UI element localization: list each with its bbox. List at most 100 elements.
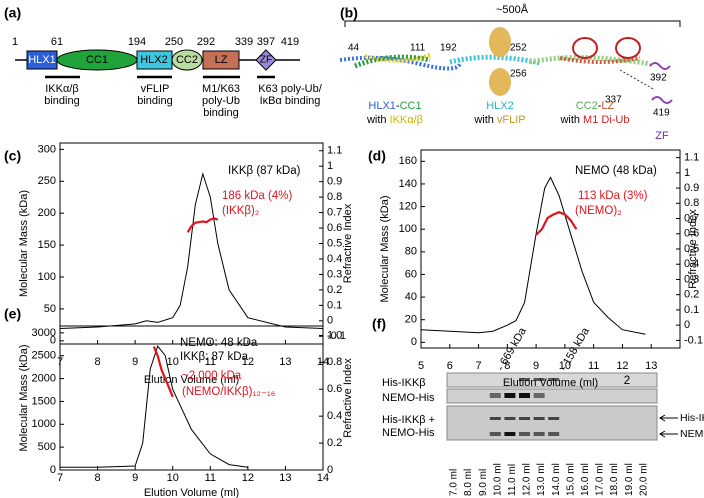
y2-tick-label: 0.3 [327, 268, 342, 280]
zf [649, 62, 673, 104]
y2-tick-label: 0.1 [684, 304, 699, 316]
residue: 337 [605, 95, 622, 106]
y-tick-label: 0 [50, 464, 56, 476]
lane-label: 9.0 ml [478, 469, 489, 496]
x-tick-label: 11 [205, 356, 216, 368]
lane-label: 20.0 ml [638, 463, 649, 496]
length-label: ~500Å [496, 3, 529, 16]
x-tick-label: 10 [167, 472, 179, 484]
band [504, 393, 516, 398]
y-tick-label: 100 [399, 223, 417, 235]
residue: 111 [410, 43, 426, 54]
structure-label: with IKKα/β [366, 114, 423, 126]
y2-tick-label: 1.0 [327, 329, 342, 341]
label-part: M1 Di-Ub [583, 114, 629, 126]
y2-tick-label: -0.1 [684, 334, 703, 346]
row-label: NEMO-His [382, 427, 435, 439]
residue: 44 [348, 43, 360, 54]
annotation: ~2,000 kDa [182, 370, 242, 382]
y-tick-label: 50 [44, 303, 56, 315]
structure-label: CC2-LZ [576, 100, 615, 112]
ri-line [59, 172, 324, 329]
helix [339, 55, 462, 71]
y2-axis-label: Refractive Index [342, 203, 354, 283]
residue: 392 [650, 73, 667, 84]
x-tick-label: 5 [418, 360, 424, 372]
y2-tick-label: 0.5 [684, 243, 699, 255]
helix [529, 54, 651, 67]
y2-tick-label: 0 [684, 319, 690, 331]
band [504, 417, 516, 420]
lane-label: 14.0 ml [551, 463, 562, 496]
x-axis-label: Elution Volume (ml) [503, 377, 598, 389]
lane-label: 11.0 ml [507, 464, 518, 496]
y-tick-label: 60 [405, 268, 417, 280]
residue: 419 [281, 36, 299, 48]
y2-tick-label: 0.4 [684, 258, 699, 270]
label-part: with [559, 114, 580, 126]
bracket [344, 20, 681, 27]
helix [364, 53, 431, 63]
lane-label: 19.0 ml [624, 463, 635, 496]
helix [559, 56, 641, 64]
y-tick-label: 140 [399, 178, 417, 190]
residue: 419 [653, 108, 670, 119]
y-tick-label: 160 [399, 155, 417, 167]
lane-label: 10.0 ml [492, 463, 503, 496]
band [519, 378, 530, 381]
mass-line [186, 217, 219, 233]
y2-tick-label: 0.2 [327, 284, 342, 296]
y2-tick-label: 0.9 [327, 176, 342, 188]
annotation: (NEMO/IKKβ)₁₂₋₁₆ [182, 386, 276, 398]
binding-label: vFLIP [141, 83, 170, 95]
arrow [659, 430, 666, 438]
di-ub [572, 37, 598, 59]
band [519, 393, 530, 398]
ri-line [420, 176, 646, 335]
lane-label: 12.0 ml [522, 463, 533, 496]
annotation: IKKβ: 87 kDa [180, 351, 249, 363]
y2-tick-label: -0.1 [327, 330, 346, 342]
row-label: NEMO-His [382, 392, 435, 404]
label-part: vFLIP [497, 114, 526, 126]
annotation: 2 [624, 375, 630, 387]
x-tick-label: 13 [279, 356, 291, 368]
annotation: (IKKβ)₂ [222, 205, 259, 217]
lane-label: 18.0 ml [609, 463, 620, 496]
gel-strip [446, 388, 658, 404]
band [504, 432, 516, 436]
binding-label: IKKα/β [45, 83, 78, 95]
annotation: 113 kDa (3%) [578, 190, 648, 202]
y-tick-label: 0 [411, 336, 417, 348]
y2-tick-label: 1.1 [684, 152, 699, 164]
band [519, 417, 530, 420]
x-tick-label: 8 [504, 360, 510, 372]
y-tick-label: 100 [38, 271, 56, 283]
y2-tick-label: 0.9 [684, 182, 699, 194]
band [519, 432, 530, 436]
residue: 1 [12, 36, 18, 48]
lane-label: 17.0 ml [595, 463, 606, 496]
annotation: NEMO (48 kDa) [575, 165, 657, 177]
domain-label: HLX1 [28, 54, 56, 66]
domain [202, 50, 240, 70]
helix [449, 54, 541, 66]
x-tick-label: 6 [447, 360, 453, 372]
label-part: with [473, 114, 494, 126]
y2-tick-label: 0.2 [327, 437, 342, 449]
x-tick-label: 13 [645, 360, 657, 372]
y2-tick-label: 0.4 [327, 253, 342, 265]
band [489, 417, 501, 420]
label-part: with [366, 114, 387, 126]
lane-label: 16.0 ml [580, 463, 591, 496]
structure-label: ZF [655, 130, 669, 142]
band [548, 378, 560, 381]
residue: 397 [257, 36, 275, 48]
arrow [659, 414, 666, 422]
vflip [489, 68, 511, 96]
x-tick-label: 14 [317, 472, 329, 484]
y2-tick-label: 0 [327, 464, 333, 476]
mass-line [152, 346, 174, 398]
